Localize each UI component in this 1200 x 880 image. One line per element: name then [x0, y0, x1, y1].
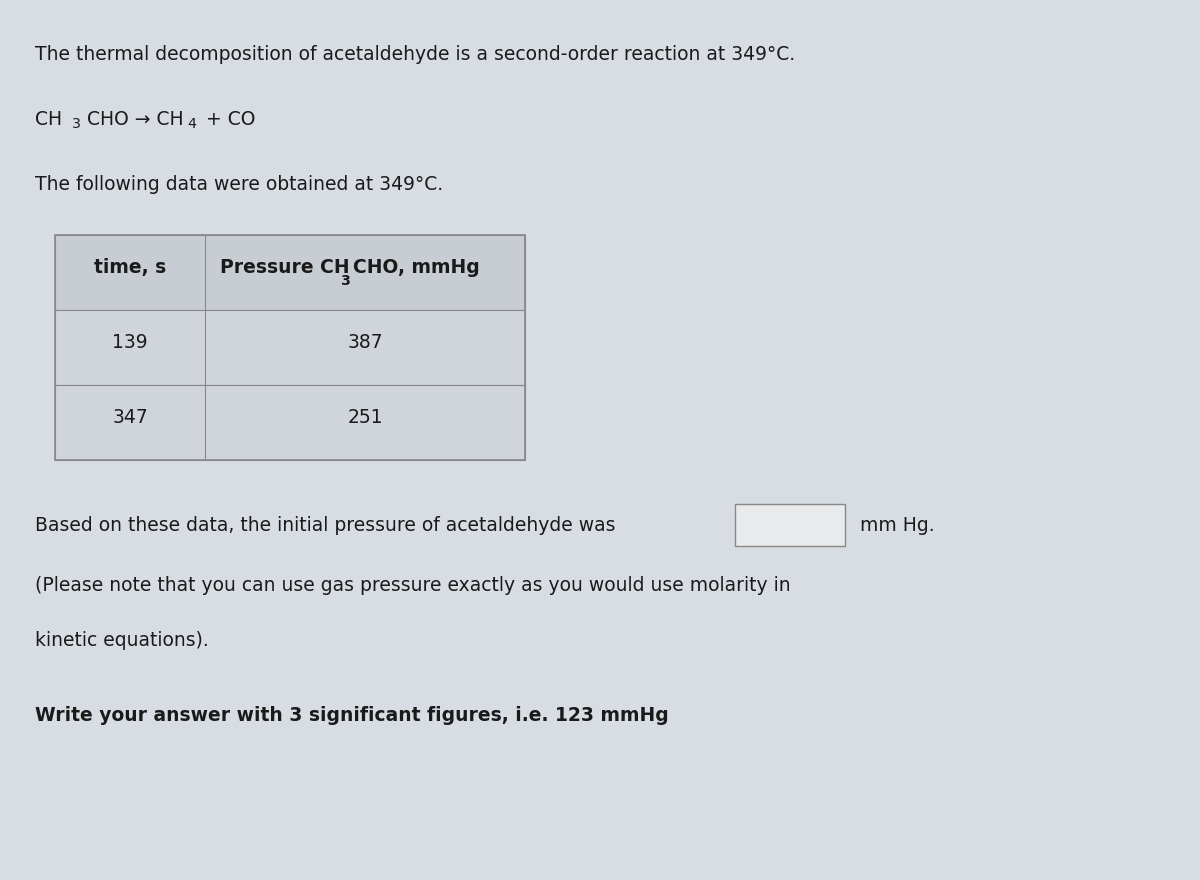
- Text: 387: 387: [347, 333, 383, 352]
- FancyBboxPatch shape: [55, 235, 526, 310]
- Text: kinetic equations).: kinetic equations).: [35, 630, 209, 649]
- Text: Pressure CH: Pressure CH: [220, 258, 349, 277]
- Text: 3: 3: [72, 117, 82, 131]
- Text: 3: 3: [341, 274, 350, 288]
- Text: The following data were obtained at 349°C.: The following data were obtained at 349°…: [35, 175, 443, 194]
- Text: 4: 4: [187, 117, 196, 131]
- Text: 139: 139: [112, 333, 148, 352]
- Text: CH: CH: [35, 110, 62, 129]
- FancyBboxPatch shape: [734, 504, 845, 546]
- Text: time, s: time, s: [94, 258, 166, 277]
- FancyBboxPatch shape: [55, 385, 526, 460]
- Text: Write your answer with 3 significant figures, i.e. 123 mmHg: Write your answer with 3 significant fig…: [35, 706, 668, 724]
- Text: The thermal decomposition of acetaldehyde is a second-order reaction at 349°C.: The thermal decomposition of acetaldehyd…: [35, 45, 796, 64]
- Text: mm Hg.: mm Hg.: [860, 516, 935, 534]
- Text: 251: 251: [347, 408, 383, 427]
- Text: CHO, mmHg: CHO, mmHg: [353, 258, 480, 277]
- Text: 347: 347: [112, 408, 148, 427]
- Text: CHO → CH: CHO → CH: [88, 110, 184, 129]
- Text: Based on these data, the initial pressure of acetaldehyde was: Based on these data, the initial pressur…: [35, 516, 616, 534]
- Text: (Please note that you can use gas pressure exactly as you would use molarity in: (Please note that you can use gas pressu…: [35, 576, 791, 595]
- Text: + CO: + CO: [200, 110, 256, 129]
- FancyBboxPatch shape: [55, 310, 526, 385]
